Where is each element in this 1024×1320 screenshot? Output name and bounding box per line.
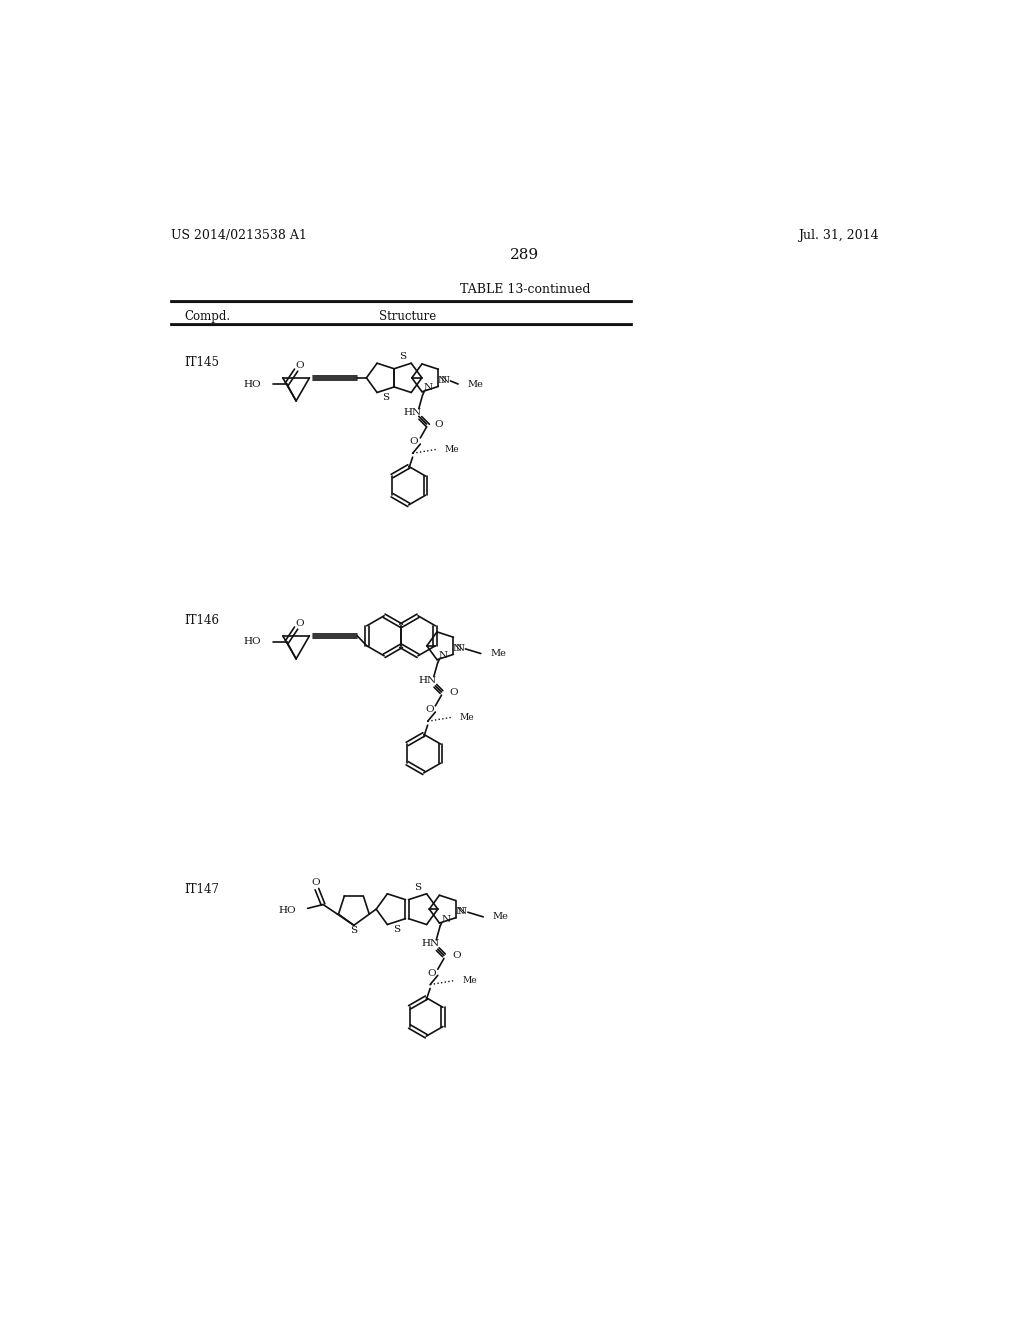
Text: TABLE 13-continued: TABLE 13-continued bbox=[460, 282, 590, 296]
Text: N: N bbox=[437, 376, 446, 385]
Text: O: O bbox=[450, 688, 458, 697]
Text: S: S bbox=[414, 883, 421, 892]
Text: Me: Me bbox=[467, 380, 483, 388]
Text: Compd.: Compd. bbox=[184, 310, 230, 323]
Text: HN: HN bbox=[421, 940, 439, 948]
Text: O: O bbox=[427, 969, 436, 978]
Text: O: O bbox=[410, 437, 419, 446]
Text: S: S bbox=[392, 925, 399, 935]
Text: IT145: IT145 bbox=[184, 356, 219, 370]
Text: HN: HN bbox=[419, 676, 436, 685]
Text: S: S bbox=[350, 927, 357, 935]
Text: Me: Me bbox=[445, 445, 460, 454]
Text: N: N bbox=[440, 376, 450, 384]
Text: N: N bbox=[453, 644, 462, 653]
Text: Me: Me bbox=[463, 977, 477, 985]
Text: N: N bbox=[438, 651, 447, 660]
Text: HO: HO bbox=[279, 907, 296, 915]
Text: HN: HN bbox=[403, 408, 422, 417]
Text: O: O bbox=[311, 879, 319, 887]
Text: O: O bbox=[452, 950, 461, 960]
Text: HO: HO bbox=[244, 638, 261, 647]
Text: O: O bbox=[425, 705, 433, 714]
Text: O: O bbox=[434, 420, 443, 429]
Text: N: N bbox=[458, 907, 467, 916]
Text: S: S bbox=[382, 393, 389, 403]
Text: N: N bbox=[456, 644, 465, 652]
Text: S: S bbox=[399, 352, 407, 360]
Text: N: N bbox=[455, 907, 464, 916]
Text: Structure: Structure bbox=[379, 310, 436, 323]
Text: N: N bbox=[441, 915, 451, 924]
Text: O: O bbox=[296, 619, 304, 628]
Text: O: O bbox=[296, 362, 304, 370]
Text: Me: Me bbox=[490, 649, 506, 657]
Text: Jul. 31, 2014: Jul. 31, 2014 bbox=[799, 228, 879, 242]
Text: N: N bbox=[424, 383, 433, 392]
Text: US 2014/0213538 A1: US 2014/0213538 A1 bbox=[171, 228, 306, 242]
Text: 289: 289 bbox=[510, 248, 540, 263]
Text: HO: HO bbox=[244, 380, 261, 388]
Text: Me: Me bbox=[460, 713, 474, 722]
Text: IT147: IT147 bbox=[184, 883, 219, 896]
Text: Me: Me bbox=[493, 912, 508, 921]
Text: IT146: IT146 bbox=[184, 614, 219, 627]
